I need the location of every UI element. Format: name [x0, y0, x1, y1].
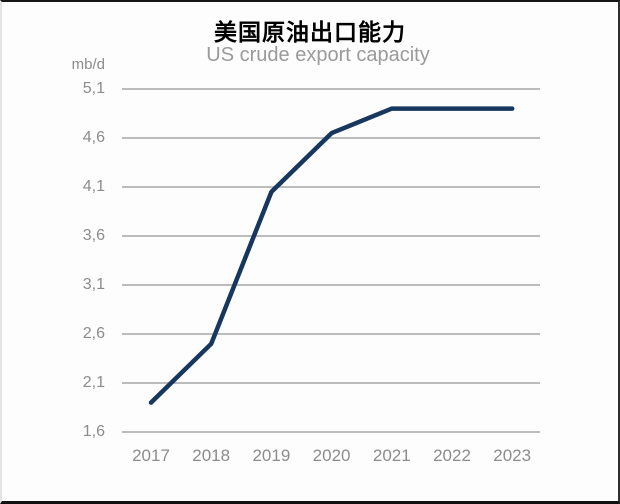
x-tick-label: 2022: [433, 446, 471, 465]
chart-title: US crude export capacity: [206, 44, 430, 66]
y-tick-label: 4,6: [82, 129, 105, 146]
y-tick-label: 2,6: [82, 325, 105, 342]
y-tick-label: 4,1: [82, 178, 105, 195]
x-tick-label: 2018: [192, 446, 231, 465]
y-tick-label: 2,1: [82, 374, 105, 391]
y-tick-label: 3,6: [82, 227, 105, 244]
y-axis-unit-label: mb/d: [71, 56, 105, 73]
y-tick-label: 5,1: [82, 80, 105, 97]
x-tick-label: 2020: [312, 446, 351, 465]
y-tick-label: 3,1: [82, 276, 105, 293]
y-tick-label: 1,6: [82, 423, 105, 440]
data-series-line: [148, 106, 515, 405]
x-tick-label: 2021: [372, 446, 411, 465]
x-tick-label: 2017: [132, 446, 170, 465]
x-tick-label: 2019: [252, 446, 291, 465]
x-tick-label: 2023: [493, 446, 532, 465]
page-title: 美国原油出口能力: [214, 19, 406, 45]
